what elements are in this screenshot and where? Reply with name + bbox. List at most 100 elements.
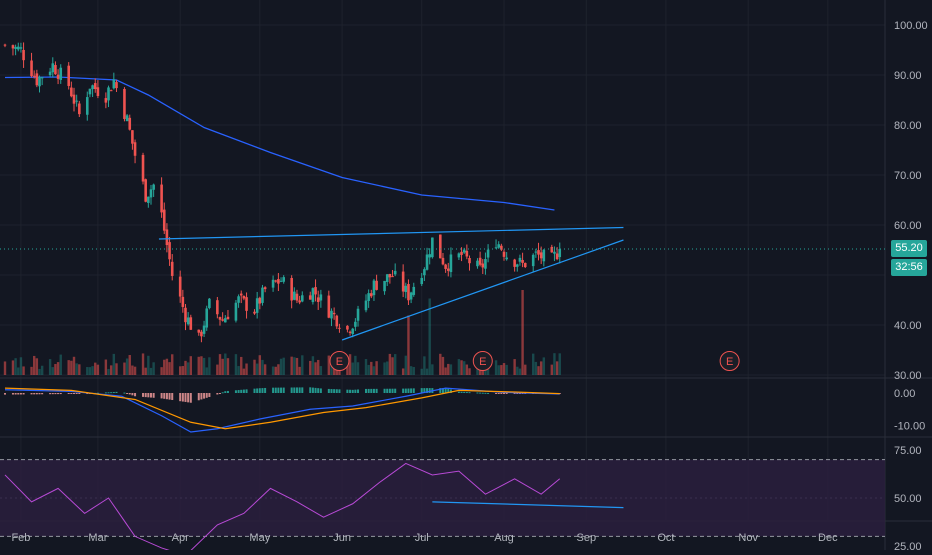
candle-body (242, 296, 246, 299)
candle-body (133, 142, 137, 156)
candle-body (237, 296, 240, 303)
price-tick-label: 70.00 (894, 170, 922, 182)
volume-bar (444, 367, 447, 375)
candle-body (332, 312, 336, 315)
candle-body (40, 77, 44, 79)
candle-body (216, 300, 219, 315)
candle-body (255, 298, 259, 313)
volume-bar (258, 355, 262, 375)
volume-bar (500, 365, 503, 375)
volume-bar (539, 361, 543, 375)
volume-bar (534, 361, 538, 375)
candle-body (327, 295, 331, 318)
volume-bar (17, 367, 20, 375)
volume-bar (160, 367, 163, 375)
macd-histogram-bar (203, 393, 206, 399)
trendline-upper (158, 226, 624, 240)
volume-bar (407, 315, 410, 375)
volume-bar (91, 366, 94, 375)
macd-histogram-bar (503, 393, 506, 394)
rsi-tick-label: 25.00 (894, 541, 922, 550)
macd-histogram-bar (19, 393, 22, 395)
macd-histogram-bar (375, 388, 378, 393)
price-tick-label: 100.00 (894, 20, 928, 32)
candle-body (356, 308, 360, 321)
macd-histogram-bar (78, 393, 81, 394)
volume-bar (553, 353, 556, 375)
macd-histogram-bar (134, 393, 137, 397)
macd-histogram-bar (290, 387, 293, 393)
candle-body (534, 251, 538, 253)
candle-body (197, 329, 201, 333)
volume-bar (282, 357, 285, 375)
macd-tick-label: 0.00 (894, 388, 915, 400)
macd-histogram-bar (457, 391, 460, 393)
volume-bar (338, 367, 341, 375)
volume-bar (401, 368, 405, 375)
macd-histogram-bar (441, 388, 444, 393)
macd-histogram-bar (317, 388, 320, 393)
volume-bar (513, 359, 516, 375)
candle-body (513, 259, 516, 267)
candle-body (449, 254, 453, 273)
rsi-line (4, 462, 561, 555)
candle-body (54, 65, 57, 75)
bar-countdown-badge: 32:56 (891, 259, 927, 276)
candle-body (123, 88, 126, 119)
volume-bar (521, 290, 524, 375)
candle-body (239, 293, 243, 296)
candle-body (465, 250, 469, 257)
macd-histogram-bar (144, 393, 147, 398)
candle-body (263, 287, 267, 290)
candle-body (460, 251, 463, 255)
candle-body (282, 277, 286, 282)
candle-body (375, 280, 378, 290)
candle-body (186, 317, 190, 325)
macd-histogram-bar (460, 391, 463, 393)
signal-line (4, 387, 560, 430)
macd-histogram-bar (67, 393, 70, 395)
volume-bar (165, 358, 169, 375)
macd-histogram-bar (245, 389, 248, 393)
volume-bar (245, 363, 248, 375)
month-tick-label: Jun (333, 532, 351, 544)
volume-bar (550, 364, 553, 375)
macd-histogram-bar (51, 393, 54, 395)
candle-body (234, 302, 238, 321)
macd-histogram-bar (152, 393, 155, 398)
candle-body (170, 261, 174, 276)
macd-histogram-bar (256, 388, 259, 393)
macd-histogram-bar (370, 388, 373, 393)
candle-body (35, 73, 39, 86)
candle-body (423, 269, 426, 276)
candle-body (388, 273, 392, 278)
volume-bar (497, 365, 500, 375)
candle-body (431, 237, 434, 258)
volume-bar (72, 356, 76, 375)
volume-bar (271, 366, 275, 375)
candle-body (253, 311, 256, 314)
candle-body (391, 276, 394, 278)
candle-body (218, 317, 222, 320)
macd-histogram-bar (112, 392, 115, 394)
macd-histogram-bar (338, 389, 341, 393)
trendline-layer (0, 226, 885, 341)
candle-body (518, 257, 522, 262)
candle-body (505, 257, 508, 260)
candle-body (160, 184, 163, 213)
candle-body (478, 257, 482, 265)
macd-histogram-bar (439, 388, 442, 393)
candle-body (16, 46, 20, 50)
candle-body (290, 278, 293, 301)
candle-body (446, 268, 450, 271)
macd-histogram-bar (224, 391, 227, 393)
volume-bar (40, 365, 44, 375)
macd-histogram-bar (487, 392, 490, 394)
candle-body (383, 280, 386, 292)
volume-bar (94, 362, 97, 375)
volume-bar (465, 364, 469, 375)
macd-histogram-bar (410, 388, 413, 393)
macd-histogram-bar (449, 389, 452, 393)
